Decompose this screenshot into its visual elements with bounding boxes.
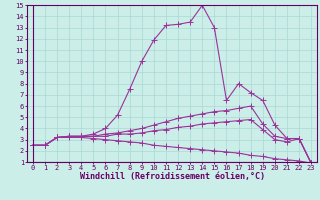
X-axis label: Windchill (Refroidissement éolien,°C): Windchill (Refroidissement éolien,°C) [80, 172, 265, 181]
